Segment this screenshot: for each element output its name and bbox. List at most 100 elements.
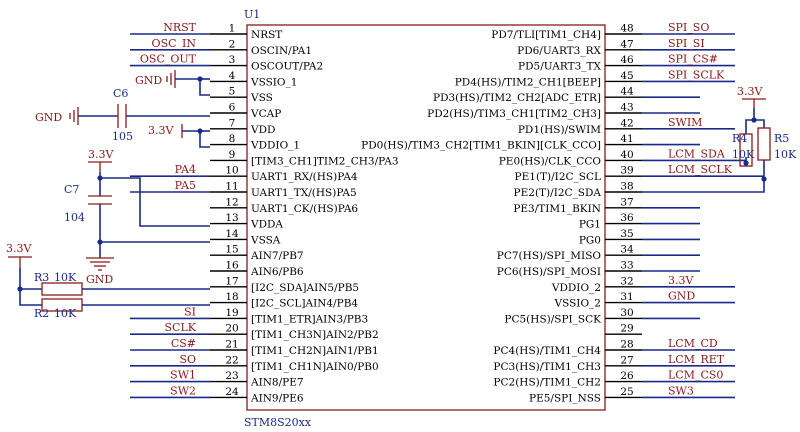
gnd-symbol-vssa: GND [86, 257, 114, 286]
right-pin-name: PE0(HS)/CLK_CCO [499, 155, 602, 167]
vcc-label-c7: 3.3V [88, 148, 114, 161]
right-pin-number: 42 [620, 117, 633, 129]
junction-dot [17, 286, 23, 292]
left-net-label: CS# [171, 337, 196, 350]
right-pin-number: 34 [620, 244, 634, 256]
left-pin-number: 7 [229, 117, 236, 129]
r5-value: 10K [774, 148, 797, 161]
r2-designator: R2 [34, 307, 49, 320]
right-pin-number: 43 [620, 102, 633, 114]
left-pin-name: [I2C_SCL]AIN4/PB4 [251, 298, 358, 310]
c7-designator: C7 [64, 183, 79, 196]
right-pin-number: 32 [620, 275, 633, 287]
right-pin-number: 27 [620, 354, 633, 366]
left-net-label: PA4 [175, 163, 196, 176]
junction-dot [761, 176, 767, 182]
left-pin-number: 14 [225, 228, 239, 240]
r5-body [757, 127, 771, 161]
left-pin-number: 19 [225, 307, 238, 319]
right-pin-number: 45 [620, 70, 633, 82]
left-pin-number: 24 [225, 386, 239, 398]
vcc-symbol-r23: 3.3V [6, 242, 32, 268]
wire-vss-gnd [175, 78, 210, 96]
right-pin-number: 30 [620, 307, 633, 319]
right-pin-name: VSSIO_2 [554, 298, 601, 310]
right-pin-name: PC2(HS)/TIM1_CH2 [493, 377, 601, 389]
right-pin-number: 29 [620, 323, 633, 335]
right-pin-number: 35 [620, 228, 633, 240]
right-pin-name: PD4(HS)/TIM2_CH1[BEEP] [455, 76, 601, 88]
left-pin-number: 16 [225, 260, 239, 272]
right-pin-number: 31 [620, 291, 633, 303]
right-net-label: SPI_SCLK [668, 68, 725, 81]
left-pin-number: 9 [229, 149, 236, 161]
right-pin-number: 41 [620, 133, 633, 145]
right-pin-number: 39 [620, 165, 633, 177]
gnd-symbol-c6: GND [35, 107, 79, 125]
right-pin-number: 38 [620, 181, 633, 193]
left-pin-name: VSS [250, 92, 273, 104]
left-net-label: SW2 [170, 384, 196, 397]
right-net-label: LCM_SCLK [668, 163, 733, 176]
left-pin-name: OSCOUT/PA2 [251, 61, 323, 73]
gnd-label-top: GND [135, 74, 162, 87]
right-net-label: LCM_CS0 [668, 369, 723, 382]
junction-dot [197, 76, 203, 82]
right-pin-number: 33 [620, 260, 633, 272]
left-net-label: OSC_IN [152, 37, 197, 50]
left-net-label: SCLK [165, 321, 197, 334]
left-pin-number: 22 [225, 354, 238, 366]
left-pin-number: 3 [229, 54, 236, 66]
right-pin-name: PG0 [579, 234, 601, 246]
left-pin-number: 1 [229, 23, 236, 35]
left-pin-name: UART1_TX/(HS)PA5 [251, 187, 357, 199]
junction-dot [751, 117, 757, 123]
right-pin-name: PE1(T)/I2C_SCL [515, 171, 601, 183]
left-pin-name: VDDA [250, 219, 283, 231]
gnd-label-c6: GND [35, 111, 62, 124]
left-pin-number: 15 [225, 244, 238, 256]
right-pin-name: PG1 [579, 219, 601, 231]
left-net-label: OSC_OUT [140, 53, 197, 66]
right-pin-name: PD5/UART3_TX [518, 61, 601, 73]
right-pin-name: PD1(HS)/SWIM [518, 124, 601, 136]
left-pin-name: OSCIN/PA1 [251, 45, 312, 57]
left-pin-name: AIN9/PE6 [250, 392, 304, 404]
left-pin-number: 20 [225, 323, 238, 335]
left-net-label: SW1 [170, 369, 196, 382]
right-pin-number: 46 [620, 54, 634, 66]
right-net-label: SW3 [668, 384, 694, 397]
vcc-symbol-c7: 3.3V [88, 148, 114, 172]
left-pin-group: 1 NRST 2 OSCIN/PA1 3 OSCOUT/PA2 4 VSSIO_1 5 VSS 6 V… [210, 23, 399, 404]
left-pin-name: VSSA [250, 234, 281, 246]
junction-dot [97, 175, 103, 181]
right-net-label: LCM_RET [668, 353, 725, 366]
left-pin-number: 10 [225, 165, 238, 177]
wire-r2-vcc [19, 268, 42, 306]
r4-value: 10K [732, 148, 755, 161]
left-pin-name: UART1_CK/(HS)PA6 [251, 203, 358, 215]
right-net-label: SWIM [668, 116, 702, 129]
left-pin-number: 2 [229, 38, 236, 50]
left-pin-name: [TIM1_CH2N]AIN1/PB1 [251, 345, 379, 357]
left-pin-name: [TIM1_ETR]AIN3/PB3 [251, 313, 368, 325]
left-net-label: NRST [163, 21, 196, 34]
junction-dot [97, 239, 103, 245]
right-pin-group: 48 PD7/TLI[TIM1_CH4] 47 PD6/UART3_RX 46 PD5/U… [361, 23, 642, 404]
junction-dot [743, 160, 749, 166]
left-pin-name: NRST [251, 29, 282, 41]
left-pin-number: 11 [225, 181, 238, 193]
left-pin-number: 13 [225, 212, 238, 224]
left-pin-name: AIN8/PE7 [250, 377, 304, 389]
left-pin-number: 21 [225, 339, 238, 351]
wire-pin38-r5 [700, 179, 765, 193]
left-net-label: SI [184, 305, 196, 318]
r3-value: 10K [54, 271, 77, 284]
right-pin-name: PC4(HS)/TIM1_CH4 [493, 345, 601, 357]
right-net-label: LCM_CD [668, 337, 718, 350]
left-pin-name: [I2C_SDA]AIN5/PB5 [251, 282, 359, 294]
c7-value: 104 [64, 211, 85, 224]
left-pin-name: VDD [250, 124, 275, 136]
junction-dot [197, 128, 203, 134]
